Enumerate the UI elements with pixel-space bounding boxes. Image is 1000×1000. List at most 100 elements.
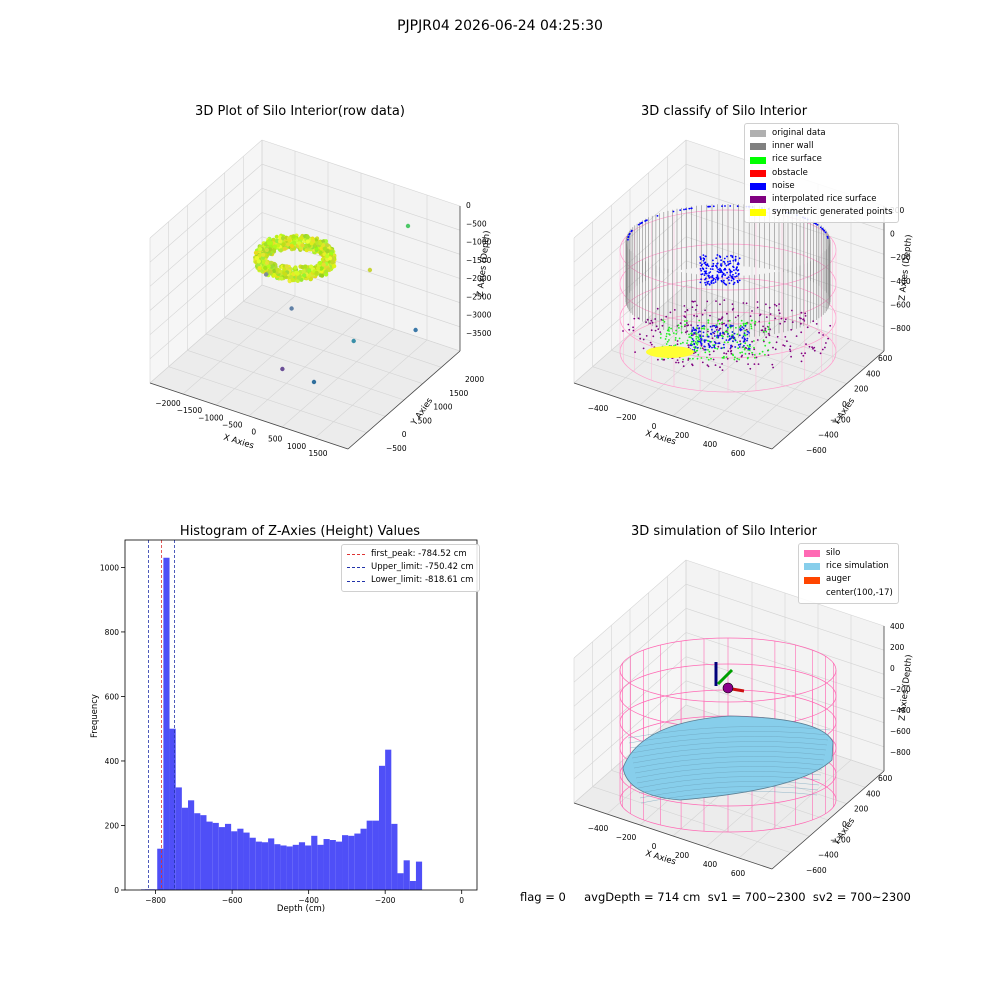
panel2-rice-point [666,329,669,332]
panel1-point [256,256,261,262]
panel2-interp-point [741,346,744,348]
panel2-rice-point [707,349,709,351]
panel1-point [263,258,268,264]
panel1-y-axis-line [347,350,461,450]
panel1-point [318,243,323,248]
panel1-point [261,255,266,260]
panel1-point [324,243,329,248]
panel2-rice-point [753,346,755,349]
panel1-point [279,239,284,244]
panel2-interp-point [656,307,659,310]
panel1-point [255,260,260,265]
panel2-noise-point [739,327,742,330]
panel1-point [275,271,280,276]
panel1-point [305,235,310,240]
panel4-surface-mesh [631,746,827,759]
panel1-point [272,244,278,249]
panel2-interp-point [724,324,727,327]
panel1-point [253,257,258,262]
panel1-point [263,257,268,263]
panel1-z-tick-label: −1000 [466,238,492,247]
panel2-title: 3D classify of Silo Interior [640,104,808,119]
panel1-point [268,243,273,248]
panel2-noise-point [711,276,714,279]
panel2-interp-point [737,314,740,317]
panel2-noise-point [699,335,701,338]
panel1-point [306,242,311,247]
panel1-point [264,252,269,257]
panel1-point [323,264,328,269]
panel1-point [296,275,301,280]
panel1-point [274,240,279,245]
panel2-noise-point [724,267,726,270]
panel2-interp-point [755,356,758,359]
panel2-interp-point [676,343,679,346]
panel2-rice-point [695,342,698,345]
panel2-interp-point [818,331,820,334]
panel2-noise-point [714,265,717,267]
panel1-point [259,262,264,267]
panel1-point [287,238,292,243]
panel1-y-tick-label: 2000 [465,375,484,384]
panel2-interp-point [722,356,725,359]
panel1-point [266,241,271,247]
panel1-point [270,265,275,270]
panel1-point [324,272,329,277]
panel2-noise-point [716,274,719,277]
panel1-point [255,263,260,268]
panel1-point [279,233,284,238]
legend-label: inner wall [772,141,814,152]
panel1-point [303,247,308,252]
panel1-point [316,243,321,248]
panel2-noise-point [734,258,737,261]
panel1-point [287,278,292,283]
histogram-bar [286,846,293,890]
panel1-point [266,261,271,266]
panel2-noise-point [692,327,695,330]
panel2-noise-point [699,262,702,264]
panel1-point [308,272,313,277]
panel2-noise-point [740,328,743,331]
panel2-noise-point [699,340,701,343]
histogram-bar [157,848,164,890]
panel2-noise-point [721,274,724,276]
panel2-interp-point [727,350,730,353]
panel2-rice-point [731,331,734,333]
histogram-bar [403,860,410,890]
panel1-point [321,253,326,258]
panel1-point [258,262,264,267]
panel1-point [257,246,262,251]
panel1-point [303,264,308,269]
panel1-point [284,245,290,250]
panel1-point [284,241,290,246]
panel2-noise-point [730,270,733,273]
panel2-noise-point [693,348,696,351]
panel1-point [308,268,313,273]
panel4-z-tick-label: 200 [890,643,905,652]
panel2-noise-point [722,272,725,275]
panel2-rice-point [730,325,733,328]
panel1-point [281,264,286,269]
panel2-noise-point [732,278,735,281]
panel2-rice-point [768,341,771,344]
panel1-point [328,253,333,258]
panel1-point [281,234,286,239]
panel1-point [296,237,301,242]
panel2-noise-point [695,329,697,332]
panel2-noise-point [691,329,694,331]
panel1-point [271,244,276,249]
panel2-noise-point [732,340,734,342]
panel2-rice-point [668,333,670,335]
panel2-noise-point [703,274,706,276]
panel1-point [314,270,319,275]
panel2-noise-point [733,281,736,284]
panel2-interp-point [761,329,764,332]
panel1-point [298,270,303,275]
panel2-rice-point [744,342,747,345]
panel1-point [271,269,276,274]
panel1-back-pane [262,140,460,351]
panel1-point [264,244,269,249]
histogram-bar [280,845,287,890]
panel1-point [323,255,328,260]
panel2-rice-point [743,333,746,336]
